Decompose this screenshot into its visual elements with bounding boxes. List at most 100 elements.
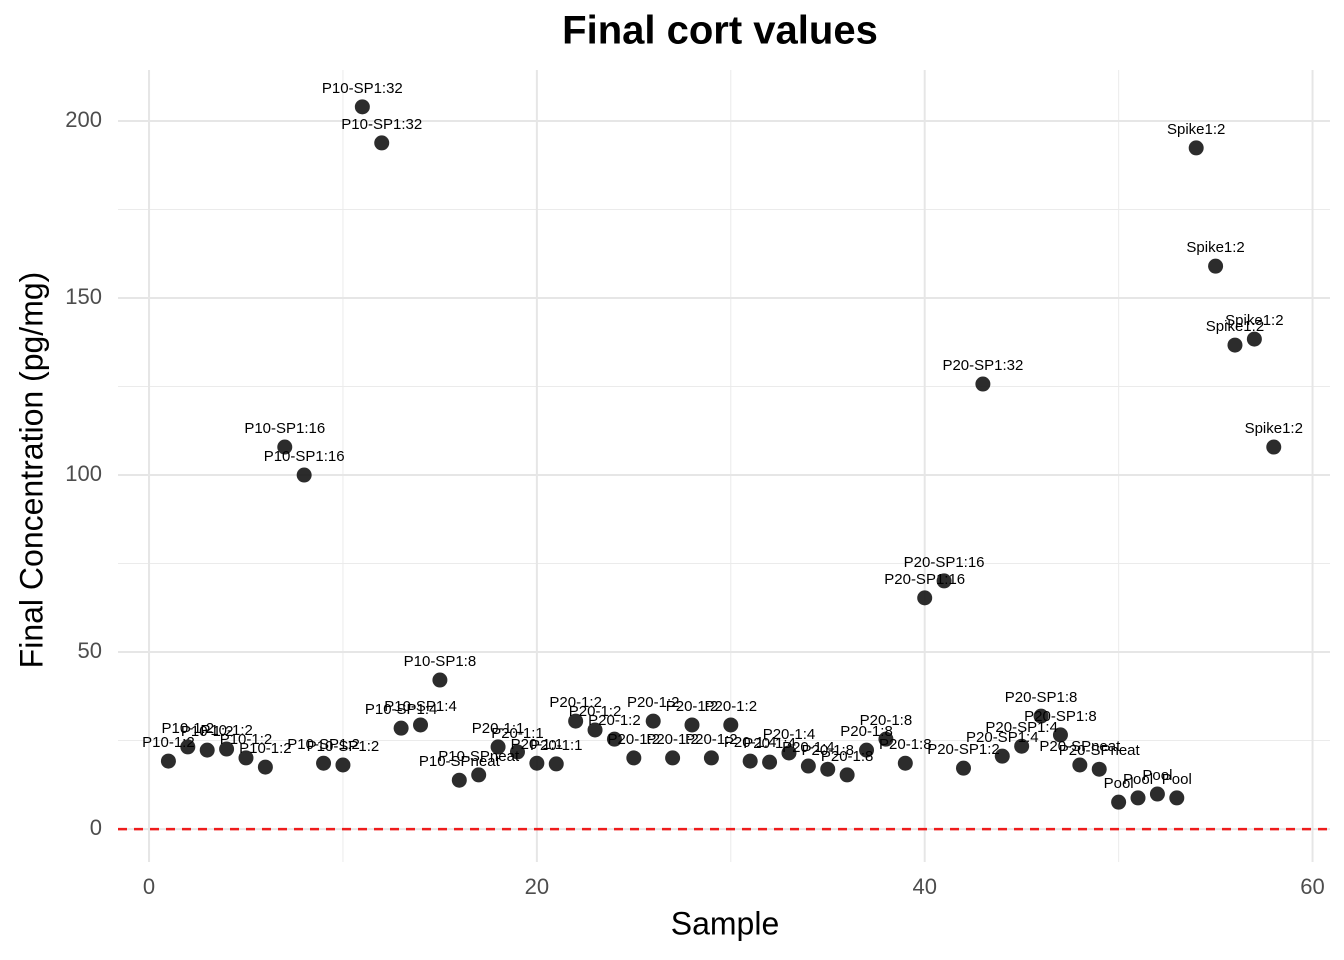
point-label: P20-SP1:4: [985, 719, 1058, 736]
point-label: P10-SP1:4: [365, 701, 438, 718]
point: [1033, 708, 1049, 724]
point-label: P10-SP1:32: [341, 116, 422, 133]
point: [1091, 761, 1107, 777]
point: [781, 745, 797, 761]
point-label: P10-1:2: [239, 740, 292, 757]
point-label: P20-1:8: [821, 748, 874, 765]
point-label: P20-1:2: [588, 712, 641, 729]
x-axis-label: Sample: [671, 905, 780, 941]
point-label: Spike1:2: [1206, 318, 1264, 335]
point: [180, 739, 196, 755]
point: [335, 757, 351, 773]
point-label: Pool: [1123, 771, 1153, 788]
point: [160, 753, 176, 769]
point-label: P20-1:4: [782, 739, 835, 756]
point: [1169, 790, 1185, 806]
point: [897, 755, 913, 771]
point: [917, 590, 933, 606]
point: [1014, 738, 1030, 754]
point: [994, 748, 1010, 764]
point: [374, 135, 390, 151]
point-label: P10-SP1:16: [264, 448, 345, 465]
x-tick-label: 0: [143, 874, 155, 899]
point-label: Spike1:2: [1225, 312, 1283, 329]
point: [451, 772, 467, 788]
point-label: Spike1:2: [1186, 239, 1244, 256]
point-label: P20-SP1:16: [884, 571, 965, 588]
point: [1188, 140, 1204, 156]
point-label: P20-1:2: [685, 731, 738, 748]
point: [839, 767, 855, 783]
point-label: P20-1:2: [549, 694, 602, 711]
point-label: Spike1:2: [1245, 420, 1303, 437]
point-label: P20-1:4: [743, 735, 796, 752]
point: [742, 753, 758, 769]
point-label: P20-SPneat: [1039, 738, 1121, 755]
point: [878, 731, 894, 747]
point-label: P10-SPneat: [419, 753, 501, 770]
point: [1246, 331, 1262, 347]
x-tick-label: 60: [1300, 874, 1324, 899]
point: [723, 717, 739, 733]
point-label: P10-SP1:4: [384, 698, 457, 715]
point: [1111, 794, 1127, 810]
point-label: Pool: [1104, 775, 1134, 792]
point-label: P20-1:1: [511, 736, 564, 753]
y-axis-label: Final Concentration (pg/mg): [13, 272, 49, 669]
point-label: P20-SP1:4: [966, 729, 1039, 746]
point: [1208, 258, 1224, 274]
point: [1052, 727, 1068, 743]
y-tick-label: 150: [65, 284, 102, 309]
point: [548, 756, 564, 772]
point-label: P20-SP1:8: [1005, 689, 1078, 706]
point-label: P20-SP1:16: [904, 554, 985, 571]
point-label: P20-1:8: [879, 736, 932, 753]
point: [606, 731, 622, 747]
point: [316, 755, 332, 771]
point-label: P20-SPneat: [1059, 742, 1141, 759]
point: [975, 376, 991, 392]
point: [1227, 337, 1243, 353]
point-label: P20-SP1:2: [927, 741, 1000, 758]
point-label: P10-1:2: [162, 720, 215, 737]
point: [1130, 790, 1146, 806]
point: [296, 467, 312, 483]
point: [277, 439, 293, 455]
point-label: P10-1:2: [142, 734, 195, 751]
point: [568, 713, 584, 729]
point: [1149, 786, 1165, 802]
point: [509, 744, 525, 760]
point-label: P20-1:8: [801, 742, 854, 759]
point-label: Pool: [1162, 771, 1192, 788]
point: [820, 761, 836, 777]
y-tick-label: 50: [78, 638, 102, 663]
point: [393, 720, 409, 736]
point-label: P10-SP1:2: [307, 738, 380, 755]
point: [762, 754, 778, 770]
point-label: P10-SP1:8: [404, 653, 477, 670]
point-label: P10-1:2: [181, 723, 234, 740]
point-label: P20-1:2: [705, 698, 758, 715]
point-label: P20-1:4: [763, 726, 816, 743]
point-label: P20-1:1: [491, 725, 544, 742]
point-label: P20-1:4: [724, 734, 777, 751]
point: [257, 759, 273, 775]
point: [471, 767, 487, 783]
point-label: P20-1:1: [530, 737, 583, 754]
point-label: P10-SPneat: [438, 748, 520, 765]
point: [529, 755, 545, 771]
point: [665, 750, 681, 766]
point-label: P20-1:2: [646, 731, 699, 748]
point-label: P10-1:2: [220, 731, 273, 748]
point: [859, 742, 875, 758]
point-label: P20-1:1: [472, 720, 525, 737]
point: [800, 758, 816, 774]
point-label: P20-1:8: [860, 712, 913, 729]
point: [432, 672, 448, 688]
point-label: P10-SP1:2: [287, 736, 360, 753]
x-tick-label: 40: [912, 874, 936, 899]
point-label: P20-SP1:32: [942, 357, 1023, 374]
point: [1266, 439, 1282, 455]
point-label: P10-1:2: [200, 722, 253, 739]
y-tick-label: 100: [65, 461, 102, 486]
